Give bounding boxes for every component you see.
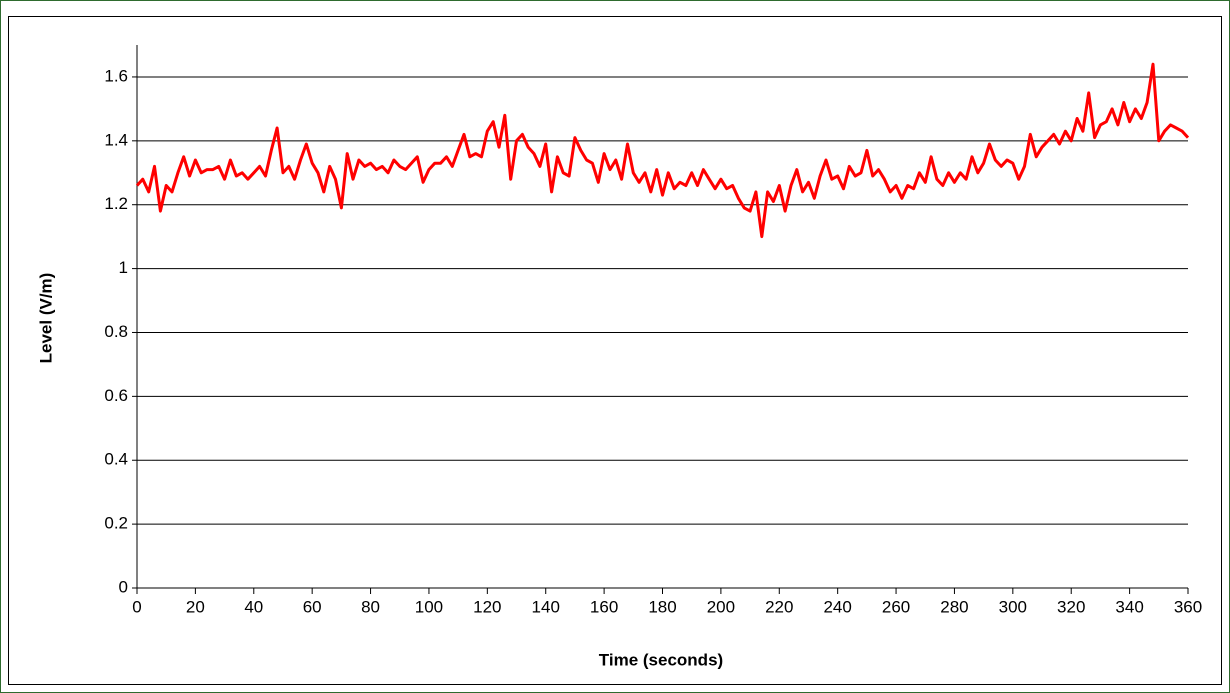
data-line [135, 62, 1190, 239]
y-tick-label: 0.8 [104, 322, 128, 341]
x-tick-label: 0 [132, 597, 141, 616]
y-tick-label: 1 [119, 258, 128, 277]
x-tick-label: 40 [244, 597, 263, 616]
x-axis-label: Time (seconds) [599, 650, 723, 669]
x-tick-label: 320 [1057, 597, 1085, 616]
x-tick-label: 160 [590, 597, 618, 616]
x-tick-label: 120 [473, 597, 501, 616]
x-tick-label: 300 [999, 597, 1027, 616]
x-tick-label: 20 [186, 597, 205, 616]
x-tick-label: 200 [707, 597, 735, 616]
y-tick-label: 1.4 [104, 130, 128, 149]
x-tick-label: 60 [303, 597, 322, 616]
y-tick-label: 0.4 [104, 450, 128, 469]
x-tick-label: 140 [532, 597, 560, 616]
y-tick-label: 1.2 [104, 194, 128, 213]
x-tick-label: 360 [1174, 597, 1202, 616]
y-tick-label: 0.2 [104, 514, 128, 533]
x-tick-label: 280 [940, 597, 968, 616]
x-tick-label: 220 [765, 597, 793, 616]
y-tick-label: 0.6 [104, 386, 128, 405]
x-tick-label: 260 [882, 597, 910, 616]
y-tick-label: 1.6 [104, 66, 128, 85]
x-tick-label: 100 [415, 597, 443, 616]
x-tick-label: 180 [648, 597, 676, 616]
y-tick-label: 0 [119, 577, 128, 596]
y-axis-label: Level (V/m) [36, 273, 55, 364]
x-tick-label: 340 [1115, 597, 1143, 616]
x-tick-label: 80 [361, 597, 380, 616]
chart-border [8, 16, 1222, 685]
x-tick-label: 240 [823, 597, 851, 616]
